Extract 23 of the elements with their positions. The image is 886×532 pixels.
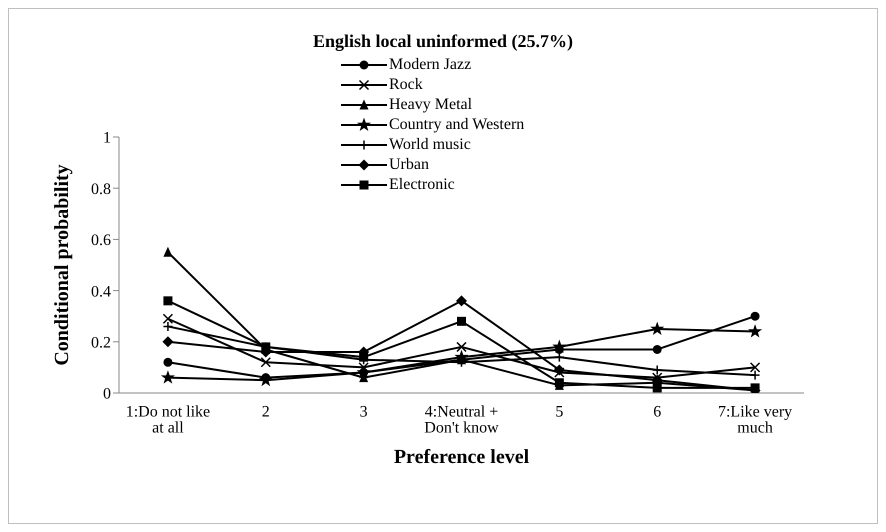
x-tick-label: 2: [262, 403, 270, 420]
y-tick-label: 1: [103, 130, 111, 147]
legend-label: Rock: [389, 75, 423, 95]
x-tick-label: 1:Do not like at all: [126, 403, 210, 436]
y-tick-label: 0.6: [91, 232, 111, 250]
x-tick-label: 6: [653, 403, 662, 420]
legend-label: Heavy Metal: [389, 95, 472, 115]
legend-label: Country and Western: [389, 115, 524, 135]
y-tick-label: 0.4: [91, 283, 111, 300]
legend-label: Modern Jazz: [389, 55, 472, 75]
y-tick-label: 0: [103, 386, 111, 403]
legend-label: World music: [389, 135, 471, 155]
x-tick-label: 5: [555, 403, 564, 420]
x-tick-label: 7:Like very much: [718, 403, 792, 436]
y-tick-label: 0.2: [91, 334, 111, 352]
legend-label: Urban: [389, 155, 429, 175]
x-tick-label: 4:Neutral + Don't know: [424, 403, 500, 436]
legend-label: Electronic: [389, 175, 455, 195]
x-tick-label: 3: [360, 403, 368, 420]
y-axis-title: Conditional probability: [51, 164, 74, 366]
chart-title: English local uninformed (25.7%): [312, 31, 574, 52]
x-axis-title: Preference level: [394, 446, 530, 468]
y-tick-label: 0.8: [91, 180, 111, 198]
